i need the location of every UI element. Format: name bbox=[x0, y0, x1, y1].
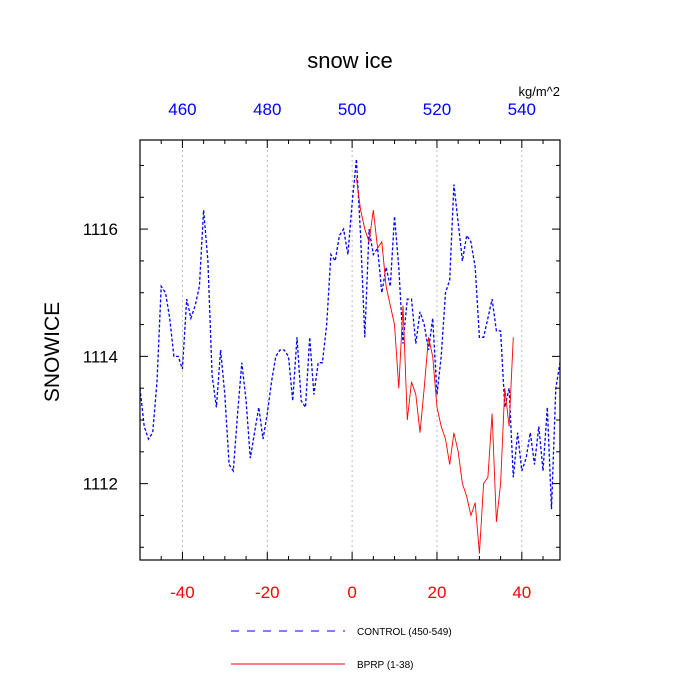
y-tick-label: 1116 bbox=[83, 220, 118, 239]
top-tick-label: 520 bbox=[423, 100, 451, 119]
x-tick-label: 0 bbox=[347, 583, 356, 602]
x-tick-label: -20 bbox=[255, 583, 280, 602]
top-tick-label: 500 bbox=[338, 100, 366, 119]
y-tick-label: 1112 bbox=[83, 475, 118, 494]
y-tick-label: 1114 bbox=[83, 347, 118, 366]
x-tick-label: 20 bbox=[428, 583, 447, 602]
legend-label-bprp: BPRP (1-38) bbox=[357, 660, 414, 671]
control-series-line bbox=[139, 159, 561, 510]
chart-title: snow ice bbox=[307, 48, 393, 73]
series-layer bbox=[139, 159, 561, 554]
plot-frame bbox=[139, 139, 561, 561]
top-tick-label: 460 bbox=[168, 100, 196, 119]
top-tick-label: 540 bbox=[508, 100, 536, 119]
x-tick-label: 40 bbox=[512, 583, 531, 602]
y-axis-label: SNOWICE bbox=[41, 302, 64, 402]
axis-ticks: -40 -20 0 20 40 460 480 500 520 540 1112 1114 1116 bbox=[83, 100, 560, 602]
legend-label-control: CONTROL (450-549) bbox=[357, 627, 452, 638]
x-tick-label: -40 bbox=[170, 583, 195, 602]
legend: CONTROL (450-549) BPRP (1-38) bbox=[231, 627, 452, 671]
bprp-series-line bbox=[355, 178, 514, 554]
top-tick-label: 480 bbox=[253, 100, 281, 119]
units-label: kg/m^2 bbox=[518, 84, 560, 99]
grid-lines bbox=[182, 140, 523, 560]
